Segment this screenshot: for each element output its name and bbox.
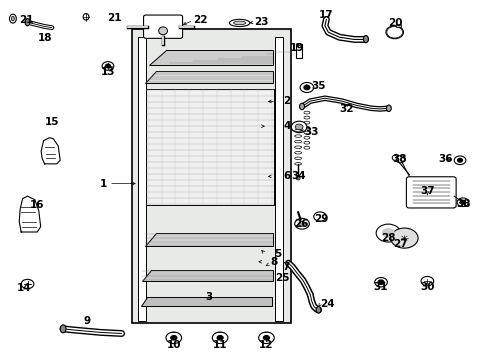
Text: 6: 6 [283,171,290,181]
Ellipse shape [391,155,396,160]
Text: 29: 29 [314,215,328,224]
Text: 7: 7 [282,262,289,272]
Ellipse shape [296,43,301,45]
Text: 27: 27 [392,239,407,249]
Circle shape [460,201,465,204]
Circle shape [395,156,405,163]
Circle shape [374,278,386,287]
Circle shape [453,156,465,165]
Text: 10: 10 [166,340,181,350]
Polygon shape [144,71,272,83]
Bar [295,44,301,58]
Text: 31: 31 [373,282,387,292]
Circle shape [258,332,274,343]
Text: 24: 24 [320,299,334,309]
Ellipse shape [296,176,300,180]
Text: 32: 32 [339,104,353,114]
Polygon shape [19,196,41,232]
Text: 4: 4 [283,121,290,131]
Text: 19: 19 [289,43,304,53]
Text: 2: 2 [283,96,290,106]
Text: 25: 25 [275,273,289,283]
Polygon shape [41,138,60,164]
Text: 22: 22 [193,15,207,26]
Circle shape [298,221,305,226]
Text: 18: 18 [38,33,53,43]
Ellipse shape [233,21,245,25]
Text: 8: 8 [270,257,277,267]
Bar [138,37,146,320]
Ellipse shape [386,105,390,112]
Ellipse shape [60,325,66,333]
Circle shape [21,279,34,289]
FancyBboxPatch shape [406,177,455,208]
Text: 16: 16 [30,200,44,210]
Text: 21: 21 [107,13,121,23]
Circle shape [102,62,114,70]
Text: 38: 38 [391,154,406,164]
Circle shape [457,158,462,162]
Circle shape [456,198,468,207]
Ellipse shape [299,103,304,110]
Circle shape [304,85,309,90]
Polygon shape [141,297,271,306]
Text: 1: 1 [100,179,107,189]
Polygon shape [144,233,272,246]
Circle shape [263,336,269,340]
Text: 13: 13 [101,67,115,77]
Circle shape [170,336,176,340]
Circle shape [295,124,303,130]
Text: 9: 9 [84,316,91,325]
Text: 36: 36 [437,154,452,164]
Text: 30: 30 [419,282,434,292]
Text: 5: 5 [273,248,281,258]
Ellipse shape [229,19,249,27]
Text: 33: 33 [304,127,318,136]
Text: 14: 14 [17,283,31,293]
Text: 35: 35 [311,81,325,91]
Text: 15: 15 [44,117,59,127]
Ellipse shape [363,36,367,42]
Circle shape [313,212,326,221]
Text: 3: 3 [205,292,212,302]
Bar [132,30,290,323]
Text: 37: 37 [419,186,434,197]
Text: 28: 28 [380,233,395,243]
Bar [274,37,282,320]
Circle shape [375,224,400,242]
Circle shape [165,332,181,343]
Circle shape [390,228,417,248]
Ellipse shape [9,14,16,23]
Ellipse shape [25,19,30,26]
Ellipse shape [11,16,14,21]
Circle shape [294,219,309,229]
Ellipse shape [158,27,167,35]
Text: 12: 12 [259,340,273,350]
Circle shape [385,26,403,39]
Circle shape [105,64,110,68]
Circle shape [300,82,313,93]
Circle shape [291,121,306,133]
FancyBboxPatch shape [143,15,182,39]
Text: 23: 23 [254,17,268,27]
Polygon shape [142,270,272,281]
Text: 21: 21 [19,15,33,26]
Bar [395,24,400,27]
Circle shape [217,336,223,340]
Circle shape [382,229,393,237]
Text: 38: 38 [456,199,470,210]
Text: 20: 20 [387,18,402,28]
Bar [146,89,273,205]
Text: 26: 26 [293,219,307,229]
Text: 11: 11 [212,340,227,350]
Circle shape [212,332,227,343]
Text: 34: 34 [290,171,305,181]
Polygon shape [149,50,272,65]
Circle shape [377,280,383,284]
Ellipse shape [316,307,321,313]
Ellipse shape [83,14,89,20]
Text: 17: 17 [319,10,333,20]
Circle shape [420,276,433,286]
